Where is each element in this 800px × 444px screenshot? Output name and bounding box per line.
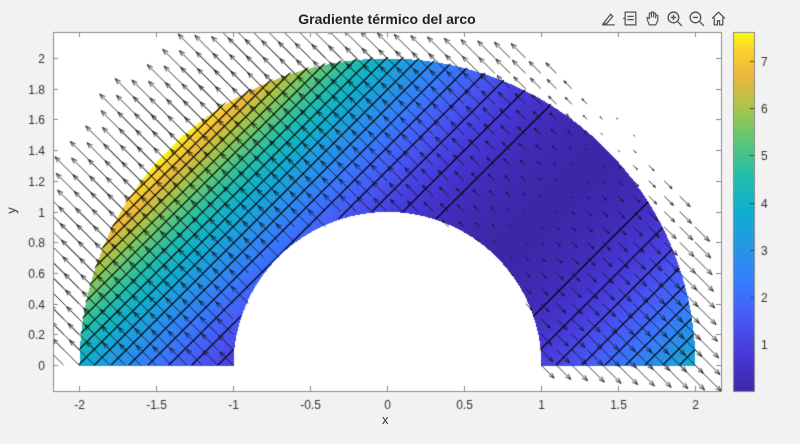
home-button[interactable]: [708, 8, 728, 28]
chart-title: Gradiente térmico del arco: [298, 11, 476, 27]
brush-button[interactable]: [598, 8, 618, 28]
pan-hand-icon: [646, 11, 658, 25]
y-axis-label: y: [3, 207, 19, 214]
zoom-out-button[interactable]: [686, 8, 706, 28]
x-axis-label: x: [382, 412, 389, 427]
brush-icon: [601, 12, 615, 26]
home-icon: [711, 10, 725, 26]
legend-icon: [622, 10, 636, 26]
datatip-button[interactable]: [620, 8, 640, 28]
zoom-in-button[interactable]: [664, 8, 684, 28]
axes-toolbar: [598, 8, 728, 28]
pan-button[interactable]: [642, 8, 662, 28]
zoom-in-icon: [666, 10, 682, 26]
zoom-out-icon: [688, 10, 704, 26]
